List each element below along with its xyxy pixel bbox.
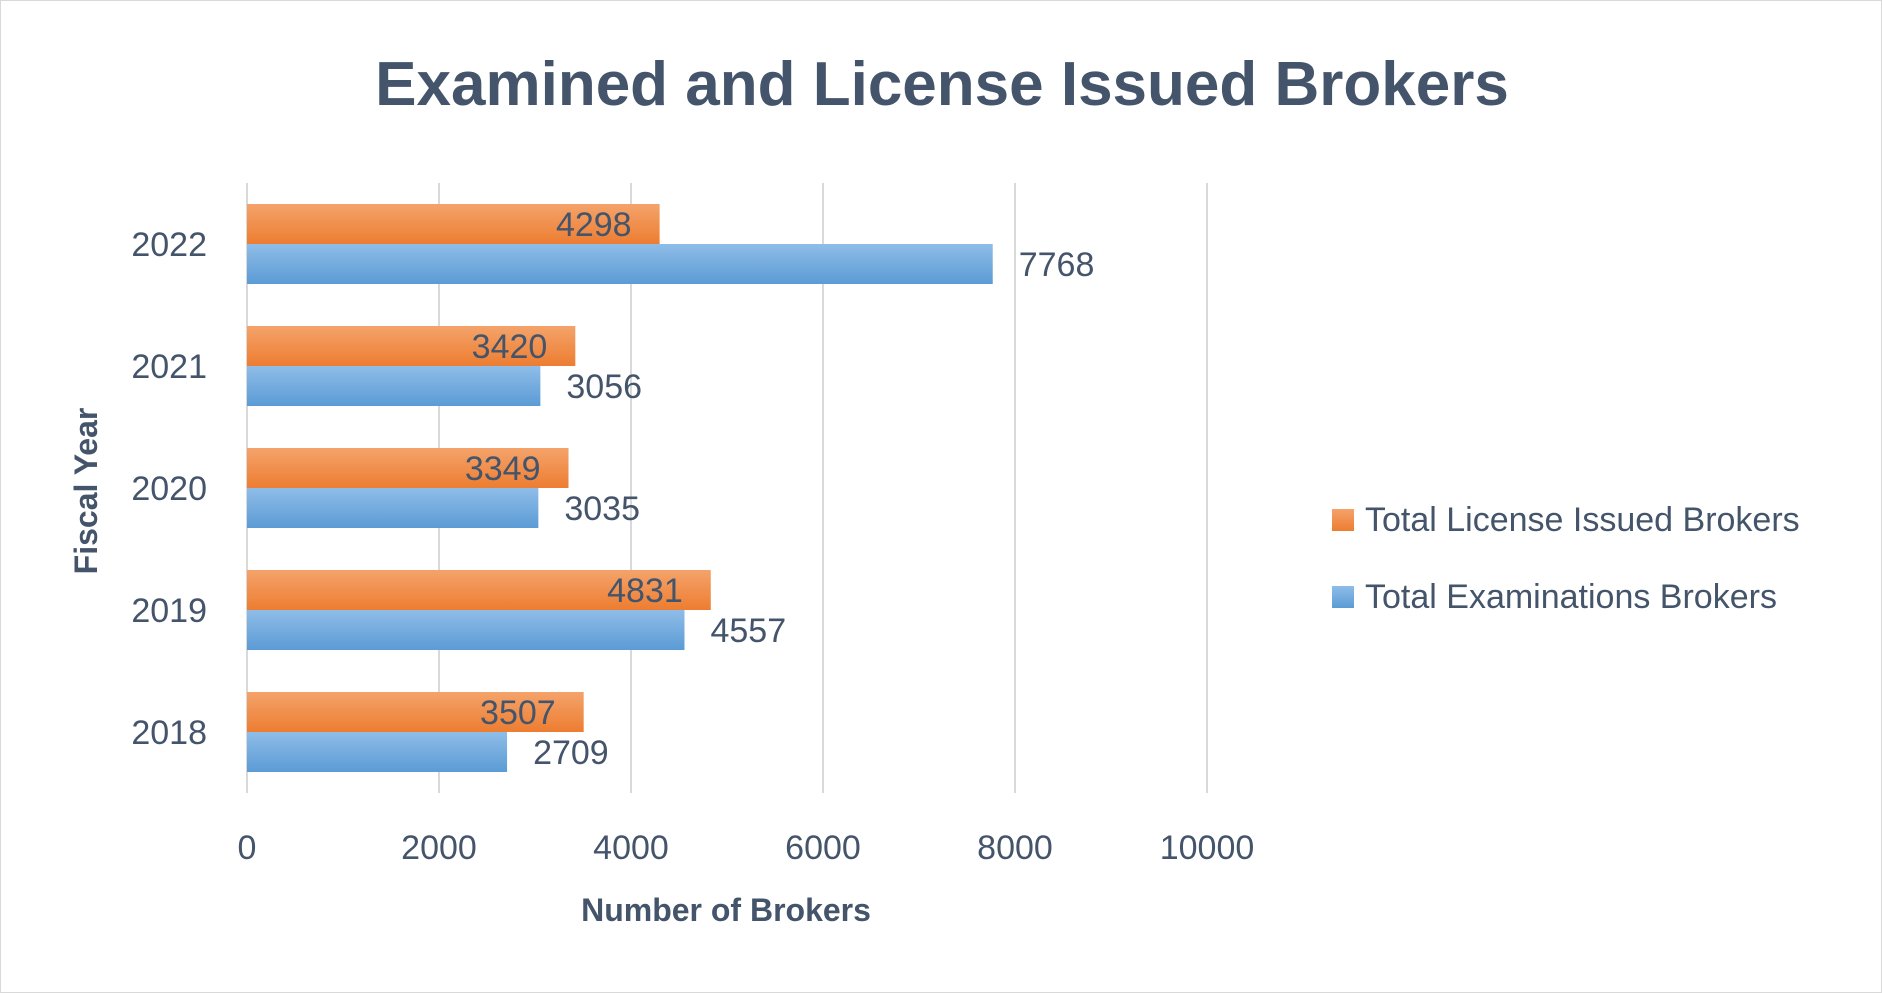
examinations-bar-2020 xyxy=(247,488,539,528)
license-issued-bar-2021 xyxy=(247,326,576,366)
license-issued-bar-2022 xyxy=(247,204,660,244)
y-tick-label: 2022 xyxy=(131,226,207,264)
x-axis-title: Number of Brokers xyxy=(581,892,871,928)
y-tick-label: 2020 xyxy=(131,470,207,508)
x-tick-label: 0 xyxy=(238,829,257,867)
x-tick-label: 8000 xyxy=(977,829,1053,867)
legend: Total License Issued Brokers Total Examin… xyxy=(1332,501,1800,616)
license-issued-label-2022: 4298 xyxy=(556,206,632,244)
y-tick-labels: 2022 2021 2020 2019 2018 xyxy=(131,226,207,752)
x-tick-label: 4000 xyxy=(593,829,669,867)
legend-swatch-license-issued xyxy=(1332,509,1354,531)
y-tick-label: 2018 xyxy=(131,714,207,752)
license-issued-bar-2020 xyxy=(247,448,569,488)
legend-label-license-issued: Total License Issued Brokers xyxy=(1365,501,1800,539)
examinations-label-2021: 3056 xyxy=(566,368,642,406)
y-axis-title: Fiscal Year xyxy=(68,408,104,575)
x-tick-label: 6000 xyxy=(785,829,861,867)
chart-title: Examined and License Issued Brokers xyxy=(375,50,1509,119)
legend-label-examinations: Total Examinations Brokers xyxy=(1365,578,1777,616)
examinations-label-2022: 7768 xyxy=(1019,246,1095,284)
examinations-bar-2018 xyxy=(247,732,508,772)
x-tick-label: 10000 xyxy=(1160,829,1255,867)
license-issued-bar-2018 xyxy=(247,692,584,732)
y-tick-label: 2021 xyxy=(131,348,207,386)
license-issued-label-2021: 3420 xyxy=(472,328,548,366)
x-tick-labels: 0 2000 4000 6000 8000 10000 xyxy=(238,829,1255,867)
x-tick-label: 2000 xyxy=(401,829,477,867)
license-issued-label-2018: 3507 xyxy=(480,694,556,732)
license-issued-bar-2019 xyxy=(247,570,711,610)
bars xyxy=(247,204,993,772)
y-tick-label: 2019 xyxy=(131,592,207,630)
examinations-bar-2019 xyxy=(247,610,685,650)
license-issued-label-2019: 4831 xyxy=(607,572,683,610)
examinations-label-2020: 3035 xyxy=(564,490,640,528)
examinations-label-2019: 4557 xyxy=(710,612,786,650)
examinations-label-2018: 2709 xyxy=(533,734,609,772)
license-issued-label-2020: 3349 xyxy=(465,450,541,488)
legend-swatch-examinations xyxy=(1332,586,1354,608)
examinations-bar-2022 xyxy=(247,244,993,284)
examinations-bar-2021 xyxy=(247,366,541,406)
